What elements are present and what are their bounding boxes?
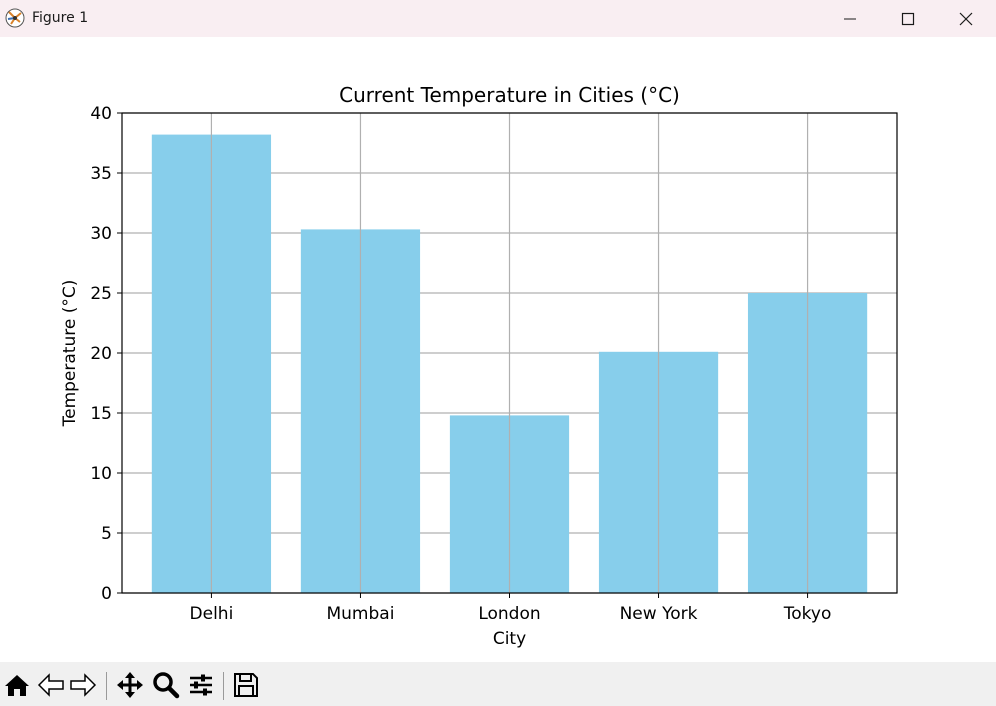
x-tick-label: Mumbai [326, 604, 394, 624]
configure-subplots-icon [190, 674, 212, 696]
y-tick-label: 15 [90, 404, 112, 424]
back-button[interactable] [36, 670, 66, 700]
pan-icon [117, 672, 143, 698]
zoom-icon [153, 672, 180, 699]
figure-canvas[interactable]: 0 5 10 15 20 25 30 35 40 Delhi Mumbai London New Yor… [0, 37, 996, 662]
toolbar-separator [223, 672, 224, 700]
minimize-button[interactable] [821, 0, 879, 37]
x-tick-label: New York [620, 604, 698, 624]
close-icon [959, 12, 973, 25]
forward-arrow-icon [70, 673, 97, 697]
y-tick-label: 10 [90, 464, 112, 484]
y-tick-label: 40 [90, 104, 112, 124]
home-icon [5, 675, 29, 696]
close-button[interactable] [937, 0, 995, 37]
matplotlib-logo-icon [5, 8, 25, 28]
x-tick-label: Delhi [190, 604, 234, 624]
minimize-icon [844, 18, 856, 19]
x-tick-label: Tokyo [783, 604, 832, 624]
pan-button[interactable] [115, 670, 145, 700]
maximize-button[interactable] [879, 0, 937, 37]
x-tick-label: London [478, 604, 540, 624]
save-icon [234, 673, 258, 697]
bar-chart: 0 5 10 15 20 25 30 35 40 Delhi Mumbai London New Yor… [60, 83, 898, 649]
zoom-button[interactable] [151, 670, 181, 700]
save-button[interactable] [231, 670, 261, 700]
y-tick-label: 25 [90, 284, 112, 304]
y-tick-label: 30 [90, 224, 112, 244]
navigation-toolbar [0, 662, 996, 706]
x-axis-label: City [493, 629, 526, 649]
home-button[interactable] [2, 670, 32, 700]
maximize-icon [901, 12, 915, 25]
configure-subplots-button[interactable] [186, 670, 216, 700]
forward-button[interactable] [68, 670, 98, 700]
y-tick-label: 0 [101, 584, 112, 604]
y-tick-label: 20 [90, 344, 112, 364]
window-title: Figure 1 [32, 10, 89, 26]
back-arrow-icon [37, 673, 64, 697]
window-titlebar: Figure 1 [0, 0, 996, 37]
y-tick-label: 5 [101, 524, 112, 544]
chart-title: Current Temperature in Cities (°C) [339, 83, 680, 107]
y-tick-label: 35 [90, 164, 112, 184]
y-axis-label: Temperature (°C) [60, 280, 80, 428]
toolbar-separator [106, 672, 107, 700]
